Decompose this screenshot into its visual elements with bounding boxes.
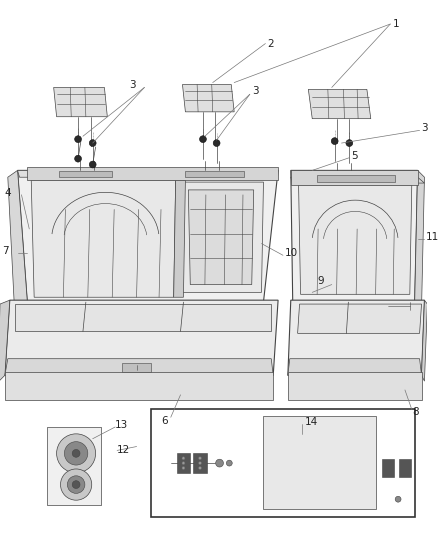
Text: 12: 12 — [117, 446, 131, 455]
Bar — [382, 459, 394, 477]
Polygon shape — [59, 172, 112, 177]
Text: 3: 3 — [129, 80, 135, 91]
Polygon shape — [185, 172, 244, 177]
Circle shape — [89, 140, 96, 147]
Polygon shape — [5, 300, 278, 375]
Polygon shape — [291, 171, 417, 185]
Polygon shape — [188, 190, 254, 285]
Text: 9: 9 — [317, 276, 324, 286]
Text: 4: 4 — [5, 188, 11, 198]
Circle shape — [74, 155, 81, 162]
Bar — [47, 427, 100, 505]
Polygon shape — [54, 87, 107, 117]
Polygon shape — [288, 373, 421, 400]
Text: 3: 3 — [252, 86, 258, 96]
Polygon shape — [5, 359, 273, 375]
Circle shape — [182, 466, 185, 470]
Text: 2: 2 — [267, 38, 274, 49]
Polygon shape — [8, 171, 27, 312]
Circle shape — [57, 434, 95, 473]
Polygon shape — [0, 300, 10, 382]
Polygon shape — [179, 182, 263, 293]
Circle shape — [72, 481, 80, 488]
Circle shape — [74, 136, 81, 143]
Text: 14: 14 — [304, 417, 318, 427]
Circle shape — [72, 449, 80, 457]
Circle shape — [346, 140, 353, 147]
Polygon shape — [122, 362, 151, 373]
Polygon shape — [421, 300, 427, 381]
Polygon shape — [288, 359, 421, 375]
Polygon shape — [297, 304, 421, 333]
Circle shape — [226, 460, 232, 466]
Polygon shape — [5, 373, 273, 400]
Bar — [193, 454, 207, 473]
Circle shape — [331, 138, 338, 144]
Text: 11: 11 — [425, 232, 438, 242]
Text: 1: 1 — [393, 19, 400, 29]
Circle shape — [215, 459, 223, 467]
Polygon shape — [18, 171, 278, 302]
Circle shape — [67, 476, 85, 494]
Bar — [399, 459, 411, 477]
Bar — [177, 454, 190, 473]
Polygon shape — [288, 300, 424, 375]
Polygon shape — [317, 175, 395, 182]
Bar — [263, 416, 376, 509]
Circle shape — [198, 457, 201, 459]
Bar — [151, 409, 415, 517]
Circle shape — [198, 466, 201, 470]
Polygon shape — [31, 180, 176, 297]
Text: 7: 7 — [2, 246, 9, 256]
Polygon shape — [183, 85, 234, 112]
Text: 8: 8 — [412, 407, 418, 417]
Circle shape — [200, 136, 206, 143]
Circle shape — [60, 469, 92, 500]
Polygon shape — [14, 304, 271, 332]
Text: 10: 10 — [285, 248, 298, 259]
Polygon shape — [291, 177, 424, 183]
Text: 13: 13 — [115, 420, 128, 430]
Circle shape — [64, 442, 88, 465]
Circle shape — [213, 140, 220, 147]
Polygon shape — [291, 171, 417, 302]
Circle shape — [89, 161, 96, 168]
Polygon shape — [415, 171, 424, 309]
Polygon shape — [18, 171, 278, 177]
Circle shape — [395, 496, 401, 502]
Polygon shape — [27, 167, 278, 180]
Polygon shape — [299, 185, 412, 294]
Text: 5: 5 — [351, 151, 358, 161]
Text: 6: 6 — [161, 416, 168, 426]
Circle shape — [182, 462, 185, 465]
Circle shape — [198, 462, 201, 465]
Circle shape — [182, 457, 185, 459]
Text: 3: 3 — [421, 124, 428, 133]
Polygon shape — [308, 90, 371, 119]
Polygon shape — [174, 180, 185, 297]
